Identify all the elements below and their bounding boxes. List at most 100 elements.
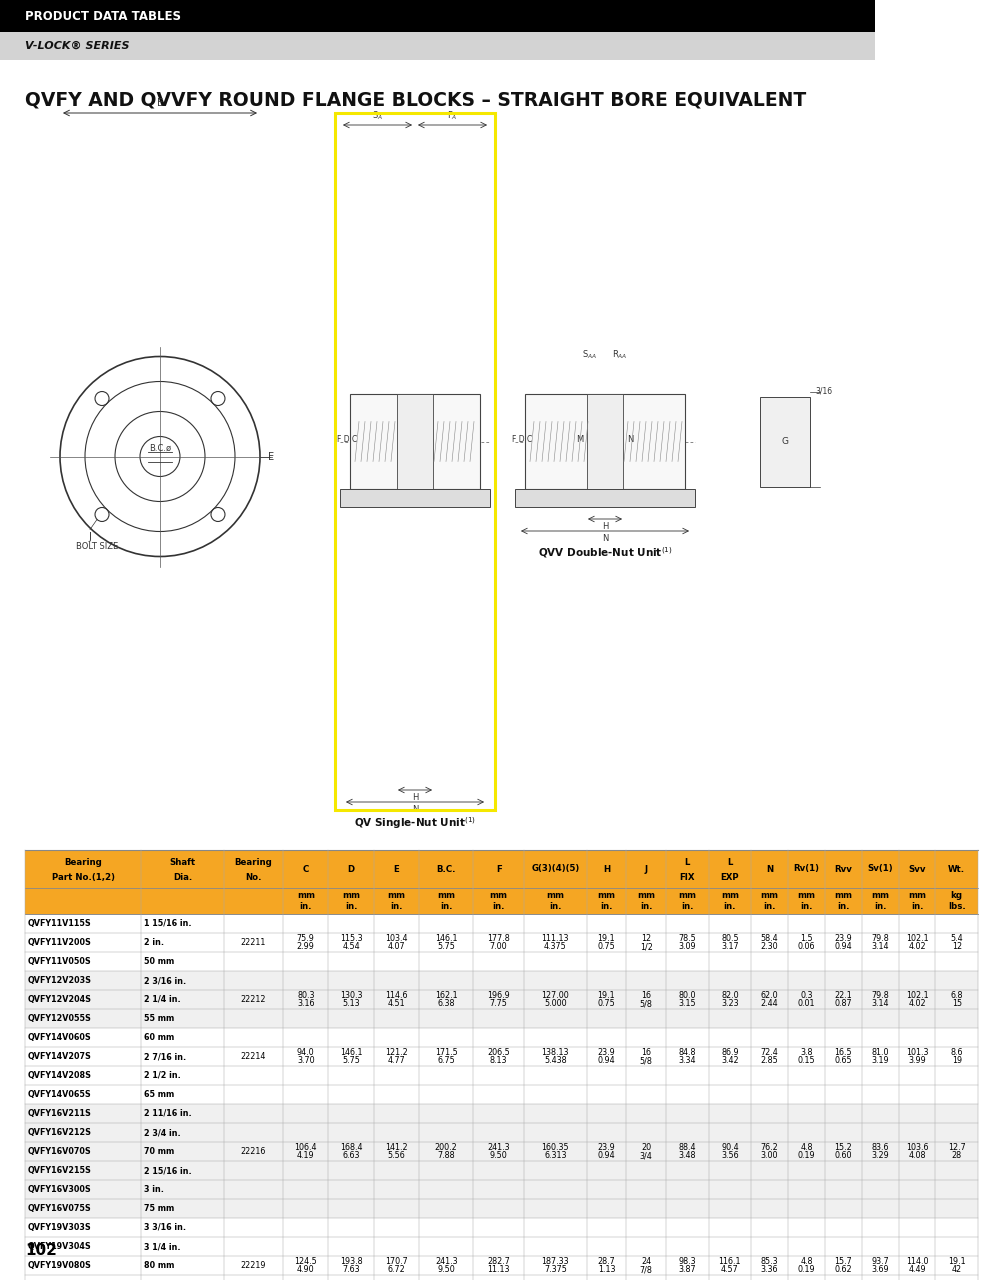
Text: H: H [603, 864, 610, 873]
Text: 60 mm: 60 mm [144, 1033, 175, 1042]
Text: F D C: F D C [337, 435, 357, 444]
Text: 84.8: 84.8 [679, 1048, 696, 1057]
Text: QVFY16V070S: QVFY16V070S [28, 1147, 92, 1156]
Text: 146.1: 146.1 [435, 934, 457, 943]
Bar [25, 888, 978, 914]
Text: EXP: EXP [721, 873, 739, 882]
Text: 193.8: 193.8 [340, 1257, 362, 1266]
Text: 2 1/4 in.: 2 1/4 in. [144, 995, 181, 1004]
Text: 65 mm: 65 mm [144, 1091, 175, 1100]
Text: 124.5: 124.5 [294, 1257, 317, 1266]
Text: 241.3: 241.3 [487, 1143, 510, 1152]
Text: in.: in. [874, 902, 886, 911]
Text: 106.4: 106.4 [295, 1143, 317, 1152]
Text: 2 1/2 in.: 2 1/2 in. [144, 1071, 181, 1080]
Text: 28: 28 [952, 1151, 962, 1160]
Text: B.C.ø: B.C.ø [149, 444, 171, 453]
Text: Rvv: Rvv [834, 864, 852, 873]
Text: 88.4: 88.4 [679, 1143, 696, 1152]
Text: QVFY12V055S: QVFY12V055S [28, 1014, 92, 1023]
Text: 15.2: 15.2 [834, 1143, 852, 1152]
Text: 15: 15 [952, 1000, 962, 1009]
Text: 0.75: 0.75 [598, 942, 615, 951]
Text: 3.29: 3.29 [871, 1151, 889, 1160]
Text: 58.4: 58.4 [761, 934, 778, 943]
Text: E: E [394, 864, 399, 873]
Text: 0.19: 0.19 [798, 1265, 815, 1274]
Text: in.: in. [640, 902, 652, 911]
Bar [340, 489, 490, 507]
Text: 16.5: 16.5 [834, 1048, 852, 1057]
Text: 3.17: 3.17 [721, 942, 739, 951]
Text: 2 3/4 in.: 2 3/4 in. [144, 1128, 181, 1137]
Text: 6.8: 6.8 [950, 991, 963, 1000]
Text: 50 mm: 50 mm [144, 957, 175, 966]
Text: 2.85: 2.85 [761, 1056, 778, 1065]
Bar [25, 1161, 978, 1180]
Text: QVFY16V300S: QVFY16V300S [28, 1185, 92, 1194]
Text: 282.7: 282.7 [487, 1257, 510, 1266]
Text: QVFY19V080S: QVFY19V080S [28, 1261, 92, 1270]
Text: mm: mm [546, 891, 564, 900]
Text: 4.90: 4.90 [297, 1265, 315, 1274]
Text: 170.7: 170.7 [385, 1257, 408, 1266]
Text: 22216: 22216 [241, 1147, 266, 1156]
Text: 138.13: 138.13 [542, 1048, 569, 1057]
Text: 8.13: 8.13 [490, 1056, 507, 1065]
Text: in.: in. [492, 902, 505, 911]
Text: 93.7: 93.7 [871, 1257, 889, 1266]
Text: 11.13: 11.13 [487, 1265, 510, 1274]
Text: in.: in. [600, 902, 613, 911]
Text: 114.6: 114.6 [385, 991, 408, 1000]
Text: 70 mm: 70 mm [144, 1147, 175, 1156]
Text: 24: 24 [641, 1257, 651, 1266]
Text: 3/4: 3/4 [640, 1151, 653, 1160]
Text: 1.5: 1.5 [800, 934, 813, 943]
Text: 2.44: 2.44 [761, 1000, 778, 1009]
Text: 196.9: 196.9 [487, 991, 510, 1000]
Text: 115.3: 115.3 [340, 934, 362, 943]
Text: 8.6: 8.6 [950, 1048, 963, 1057]
Text: F: F [496, 864, 502, 873]
Text: 19.1: 19.1 [948, 1257, 966, 1266]
Text: in.: in. [549, 902, 562, 911]
Text: in.: in. [724, 902, 736, 911]
Text: 0.94: 0.94 [598, 1151, 615, 1160]
Text: 9.50: 9.50 [490, 1151, 508, 1160]
Text: 80.3: 80.3 [297, 991, 315, 1000]
Bar [515, 489, 695, 507]
Text: 200.2: 200.2 [435, 1143, 458, 1152]
Bar [760, 397, 810, 486]
Text: mm: mm [388, 891, 406, 900]
Text: 79.8: 79.8 [871, 991, 889, 1000]
Text: 0.75: 0.75 [598, 1000, 615, 1009]
Text: 4.77: 4.77 [388, 1056, 405, 1065]
Text: in.: in. [681, 902, 694, 911]
Text: 4.07: 4.07 [388, 942, 405, 951]
Text: 2 15/16 in.: 2 15/16 in. [144, 1166, 192, 1175]
Text: 7.75: 7.75 [490, 1000, 508, 1009]
Text: 16: 16 [641, 991, 651, 1000]
Text: 23.9: 23.9 [598, 1048, 615, 1057]
Text: Part No.(1,2): Part No.(1,2) [52, 873, 115, 882]
Text: 23.9: 23.9 [598, 1143, 615, 1152]
Text: mm: mm [637, 891, 655, 900]
Text: 80.5: 80.5 [721, 934, 739, 943]
Text: 127.00: 127.00 [542, 991, 569, 1000]
Bar [587, 394, 623, 489]
Text: 16: 16 [641, 1048, 651, 1057]
Text: 0.87: 0.87 [834, 1000, 852, 1009]
Text: 22219: 22219 [241, 1261, 266, 1270]
Text: 130.3: 130.3 [340, 991, 362, 1000]
Text: F$_A$: F$_A$ [447, 110, 458, 122]
Text: mm: mm [721, 891, 739, 900]
Text: FIX: FIX [680, 873, 695, 882]
Bar [25, 1236, 978, 1256]
Text: QVFY11V115S: QVFY11V115S [28, 919, 92, 928]
Text: QVV Double-Nut Unit$^{(1)}$: QVV Double-Nut Unit$^{(1)}$ [538, 545, 672, 559]
Text: 111.13: 111.13 [542, 934, 569, 943]
Text: Bearing: Bearing [64, 858, 102, 867]
Text: QVFY12V204S: QVFY12V204S [28, 995, 92, 1004]
Text: mm: mm [437, 891, 455, 900]
Text: 4.8: 4.8 [800, 1143, 813, 1152]
